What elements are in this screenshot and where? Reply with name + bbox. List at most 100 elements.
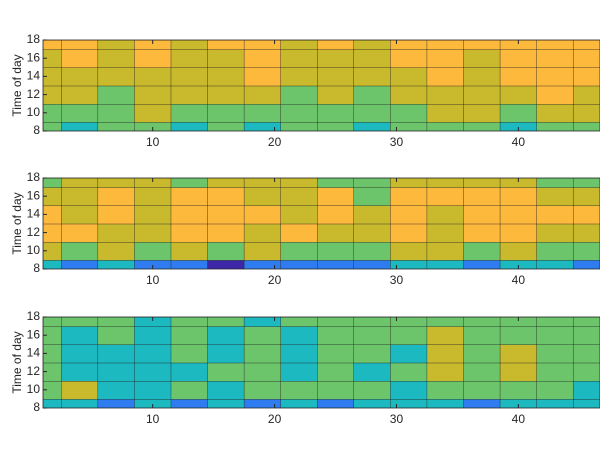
contour-cell bbox=[207, 178, 245, 188]
contour-cell bbox=[207, 186, 245, 207]
contour-cell bbox=[390, 325, 428, 346]
contour-cell bbox=[134, 205, 172, 225]
contour-cell bbox=[170, 259, 209, 269]
contour-cell bbox=[463, 103, 501, 123]
contour-cell bbox=[170, 325, 209, 346]
contour-cell bbox=[280, 186, 318, 207]
x-tick-label: 40 bbox=[512, 135, 526, 149]
contour-cell bbox=[97, 103, 136, 123]
contour-cell bbox=[463, 317, 501, 327]
contour-cell bbox=[353, 67, 392, 87]
contour-cell bbox=[353, 344, 392, 364]
contour-cell bbox=[499, 48, 538, 68]
contour-cell bbox=[243, 85, 282, 105]
contour-cell bbox=[280, 48, 318, 68]
contour-cell bbox=[426, 380, 465, 400]
contour-cell bbox=[536, 121, 574, 131]
contour-cell bbox=[280, 103, 318, 123]
contour-cell bbox=[243, 121, 282, 131]
contour-cell bbox=[536, 178, 574, 188]
contour-cell bbox=[572, 380, 600, 400]
contour-cell bbox=[170, 48, 209, 68]
contour-cell bbox=[207, 398, 245, 408]
contour-cell bbox=[170, 178, 209, 188]
contour-cell bbox=[243, 186, 282, 207]
contour-cell bbox=[280, 317, 318, 327]
contour-cell bbox=[97, 241, 136, 261]
contour-cell bbox=[390, 205, 428, 225]
contour-cell bbox=[280, 205, 318, 225]
contour-cell bbox=[572, 398, 600, 408]
contour-cell bbox=[353, 40, 392, 50]
contour-cell bbox=[61, 40, 99, 50]
contour-cell bbox=[243, 344, 282, 364]
x-tick-label: 20 bbox=[268, 135, 282, 149]
contour-cell bbox=[317, 241, 355, 261]
contour-cell bbox=[426, 48, 465, 68]
contour-cell bbox=[207, 380, 245, 400]
contour-cell bbox=[572, 362, 600, 382]
contour-cell bbox=[280, 40, 318, 50]
contour-cell bbox=[353, 121, 392, 131]
contour-cell bbox=[97, 186, 136, 207]
contour-cell bbox=[353, 178, 392, 188]
contour-cell bbox=[243, 223, 282, 243]
contour-cell bbox=[499, 85, 538, 105]
contour-cell bbox=[61, 178, 99, 188]
contour-cell bbox=[134, 48, 172, 68]
contour-cell bbox=[390, 241, 428, 261]
contour-cell bbox=[97, 48, 136, 68]
contour-cell bbox=[207, 317, 245, 327]
contour-cell bbox=[572, 67, 600, 87]
contour-cell bbox=[317, 325, 355, 346]
y-tick-label: 18 bbox=[27, 309, 41, 323]
contour-cell bbox=[280, 380, 318, 400]
contour-cell bbox=[463, 85, 501, 105]
contour-cell bbox=[43, 121, 62, 131]
contour-cell bbox=[426, 398, 465, 408]
contour-cell bbox=[97, 259, 136, 269]
contour-cell bbox=[134, 103, 172, 123]
y-tick-label: 14 bbox=[27, 207, 41, 221]
contour-cell bbox=[280, 325, 318, 346]
contour-cell bbox=[207, 223, 245, 243]
x-tick-label: 40 bbox=[512, 273, 526, 287]
contour-cell bbox=[426, 67, 465, 87]
contour-cell bbox=[97, 205, 136, 225]
contour-cell bbox=[572, 186, 600, 207]
x-tick-label: 30 bbox=[390, 135, 404, 149]
contour-cell bbox=[499, 67, 538, 87]
contour-cell bbox=[536, 325, 574, 346]
contour-cell bbox=[572, 325, 600, 346]
contour-cell bbox=[317, 103, 355, 123]
contour-cell bbox=[43, 178, 62, 188]
plot-frame bbox=[42, 316, 600, 409]
contour-cell bbox=[463, 344, 501, 364]
contour-cell bbox=[61, 241, 99, 261]
contour-cell bbox=[463, 205, 501, 225]
contour-cell bbox=[536, 85, 574, 105]
contour-cell bbox=[463, 121, 501, 131]
contour-cell bbox=[353, 380, 392, 400]
contour-cell bbox=[499, 103, 538, 123]
contour-cell bbox=[97, 344, 136, 364]
x-tick-label: 30 bbox=[390, 412, 404, 426]
contour-cell bbox=[280, 259, 318, 269]
contour-cell bbox=[317, 85, 355, 105]
contour-cell bbox=[572, 259, 600, 269]
contour-cell bbox=[280, 178, 318, 188]
contour-cell bbox=[317, 259, 355, 269]
contour-cell bbox=[61, 325, 99, 346]
y-tick-label: 10 bbox=[27, 382, 41, 396]
contour-cell bbox=[317, 344, 355, 364]
contour-cell bbox=[243, 40, 282, 50]
contour-cell bbox=[426, 259, 465, 269]
contour-cell bbox=[463, 178, 501, 188]
contour-cell bbox=[353, 48, 392, 68]
contour-cell bbox=[243, 178, 282, 188]
contour-cell bbox=[463, 223, 501, 243]
contour-cell bbox=[536, 205, 574, 225]
contour-cell bbox=[97, 325, 136, 346]
y-tick-label: 16 bbox=[27, 50, 41, 64]
contour-cell bbox=[390, 380, 428, 400]
